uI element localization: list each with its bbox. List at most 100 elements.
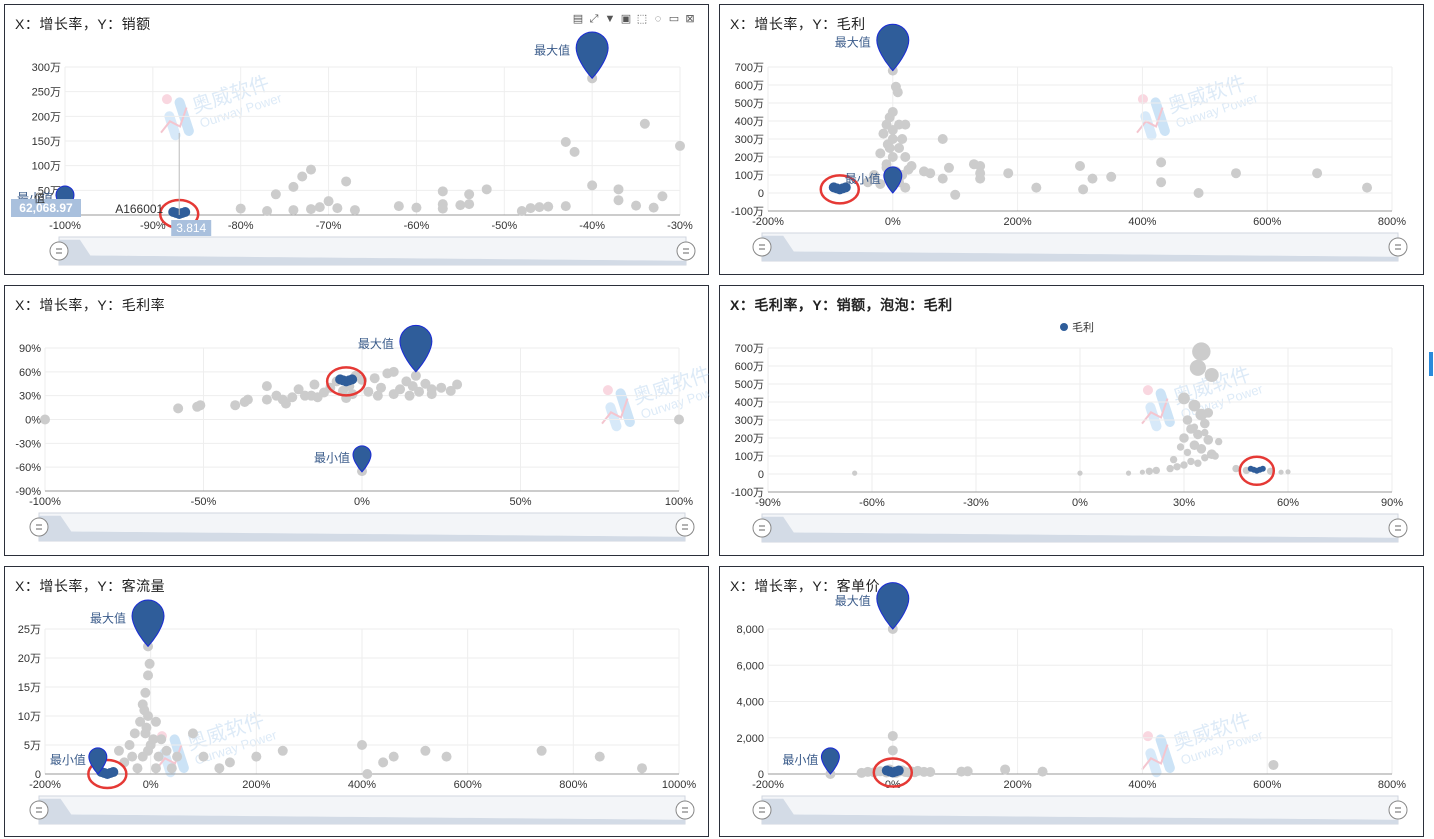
data-point [426, 389, 437, 400]
clear-select-icon[interactable]: ⊠ [685, 13, 695, 25]
x-tick-label: -60% [404, 220, 430, 232]
y-tick-label: -30% [15, 438, 41, 450]
y-tick-label: 500万 [735, 379, 764, 391]
zoom-handle-start[interactable] [29, 800, 49, 820]
data-point [1194, 459, 1202, 467]
x-tick-label: -40% [579, 220, 605, 232]
data-point [362, 769, 373, 779]
y-tick-label: 8,000 [736, 624, 764, 636]
data-view-icon[interactable]: ▤ [572, 13, 584, 25]
zoom-area [59, 239, 686, 265]
x-tick-label: -50% [491, 220, 517, 232]
zoom-handle-circle [676, 241, 696, 261]
x-tick-label: 90% [1381, 497, 1403, 509]
data-point [1145, 467, 1154, 475]
zoom-handle-end[interactable] [1388, 800, 1408, 820]
page-scroll-indicator[interactable] [1429, 352, 1433, 376]
filter-icon[interactable]: ▼ [604, 13, 616, 25]
data-point [270, 189, 281, 200]
x-tick-label: 0% [1072, 497, 1088, 509]
x-tick-label: -30% [667, 220, 693, 232]
chart-panel-2: X：增长率，Y：毛利 奥威软件 Ourway Power -200% 0% 200% 40… [719, 4, 1424, 275]
data-point [481, 184, 492, 195]
data-point [144, 658, 155, 669]
watermark-bar [605, 402, 622, 432]
zoom-handle-start[interactable] [49, 241, 69, 261]
tooltip-left-box [11, 199, 81, 217]
data-point [323, 196, 334, 207]
watermark-bar [1155, 734, 1175, 773]
zoom-handle-start[interactable] [752, 800, 772, 820]
data-point [1193, 429, 1203, 440]
data-point [150, 716, 161, 727]
max-marker-label: 最大值 [835, 593, 871, 608]
x-tick-label: 200% [242, 779, 270, 791]
data-point [1203, 435, 1214, 445]
keep-select-icon[interactable]: ▭ [668, 13, 680, 25]
y-tick-label: 600万 [735, 361, 764, 373]
zoom-handle-end[interactable] [676, 241, 696, 261]
chart-title: X：增长率，Y：毛利 [730, 16, 866, 32]
data-point [214, 763, 225, 774]
y-tick-label: 50万 [38, 185, 61, 197]
y-tick-label: 30% [19, 391, 41, 403]
y-tick-label: 6,000 [736, 660, 764, 672]
data-point [341, 176, 352, 187]
data-point [900, 152, 911, 162]
data-point [1178, 392, 1190, 405]
data-point [357, 740, 367, 750]
data-point [127, 751, 138, 762]
select-lasso-icon[interactable]: ◌ [654, 13, 662, 25]
data-point [437, 186, 448, 197]
zoom-area [39, 798, 685, 824]
data-point [437, 203, 448, 214]
zoom-handle-start[interactable] [29, 517, 49, 537]
data-point [882, 139, 893, 150]
zoom-handle-end[interactable] [1388, 237, 1408, 257]
data-point [1193, 188, 1204, 198]
chart-panel-6: X：增长率，Y：客单价 奥威软件 Ourway Power -200% 0% 200% 4… [719, 566, 1424, 837]
select-rect-icon[interactable]: ⬚ [636, 13, 648, 25]
max-marker [876, 582, 910, 630]
zoom-handle-start[interactable] [752, 237, 772, 257]
x-tick-label: 600% [1253, 779, 1281, 791]
x-tick-label: 0% [885, 216, 901, 228]
data-point [306, 204, 316, 215]
data-point [1214, 437, 1223, 446]
data-point [378, 757, 389, 768]
zoom-handle-start[interactable] [752, 518, 772, 538]
y-tick-label: 300万 [735, 415, 764, 427]
x-tick-label: -90% [140, 220, 166, 232]
zoom-handle-end[interactable] [675, 800, 695, 820]
data-point [569, 146, 580, 157]
x-tick-label: 50% [509, 496, 531, 508]
export-icon[interactable]: ▣ [620, 13, 632, 25]
data-point [892, 87, 903, 98]
zoom-icon[interactable]: ⤢ [589, 13, 599, 25]
x-tick-label: 400% [348, 779, 376, 791]
data-point [135, 716, 146, 727]
max-marker-label: 最大值 [835, 35, 871, 50]
selected-point [893, 765, 904, 776]
zoom-handle-end[interactable] [1388, 518, 1408, 538]
data-point [1139, 469, 1145, 475]
chart-panel-5: X：增长率，Y：客流量 奥威软件 Ourway Power -200% 0% 200% 4… [4, 566, 709, 837]
y-tick-label: -60% [15, 462, 41, 474]
data-point [1075, 161, 1085, 171]
data-point [261, 381, 272, 392]
data-point [261, 394, 272, 405]
data-point [404, 390, 415, 401]
zoom-handle-end[interactable] [675, 517, 695, 537]
data-point [878, 128, 889, 139]
data-point [587, 180, 598, 191]
data-point [1087, 173, 1098, 184]
data-point [639, 118, 650, 129]
watermark-dot [161, 94, 172, 105]
